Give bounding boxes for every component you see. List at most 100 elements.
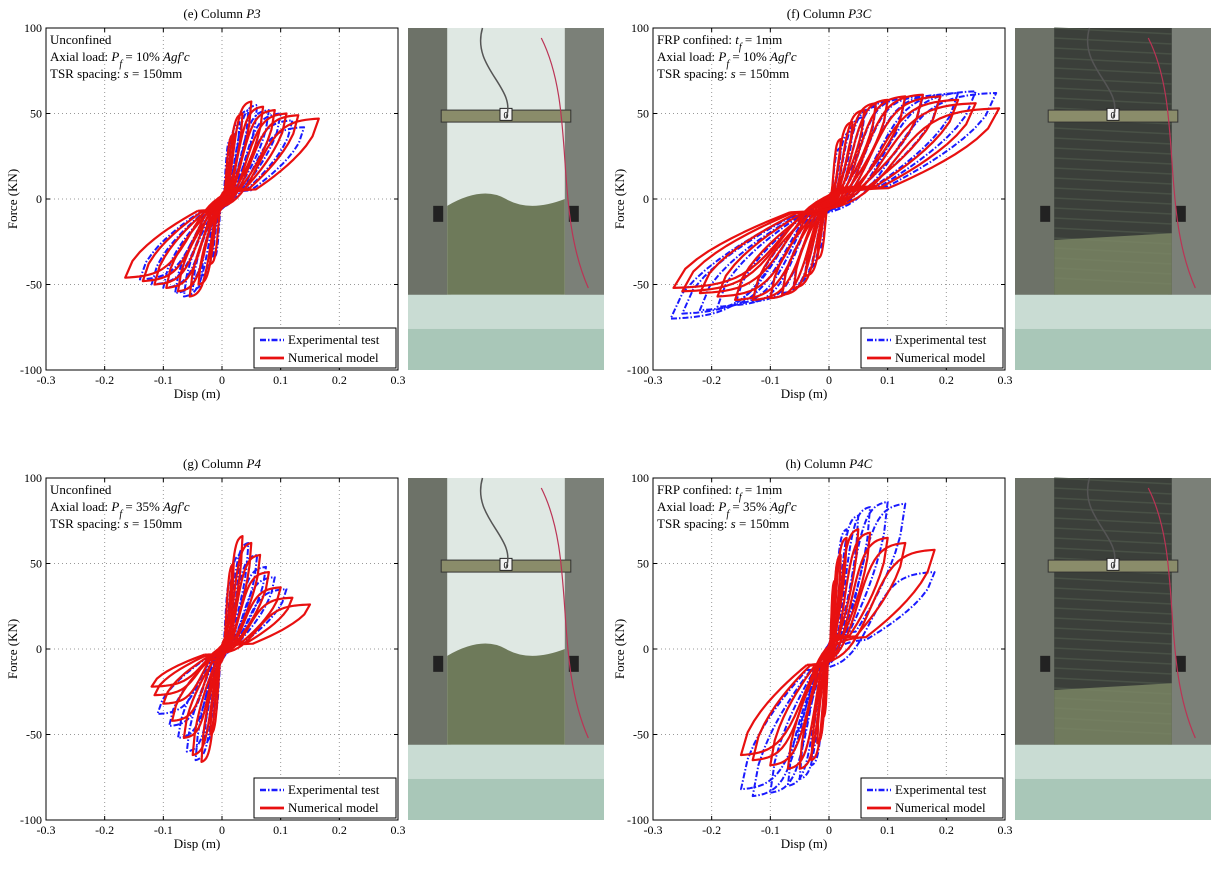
svg-text:0: 0 — [1110, 110, 1115, 120]
y-tick-label: 100 — [631, 471, 649, 485]
experimental-cycle — [740, 571, 936, 791]
experimental-cycle — [786, 506, 872, 787]
x-tick-label: 0.2 — [939, 823, 954, 837]
experimental-cycle — [751, 502, 907, 798]
legend-label-numerical: Numerical model — [288, 800, 379, 815]
legend: Experimental test Numerical model — [860, 327, 1004, 369]
x-tick-label: 0.3 — [391, 823, 406, 837]
svg-text:0: 0 — [1110, 560, 1115, 570]
legend-label-numerical: Numerical model — [895, 800, 986, 815]
y-tick-label: -50 — [633, 278, 649, 292]
x-tick-label: -0.1 — [761, 373, 780, 387]
annotation-line: TSR spacing: s = 150mm — [50, 516, 182, 531]
chart-title: (g) Column P4 — [183, 456, 262, 471]
x-tick-label: 0.1 — [273, 823, 288, 837]
numerical-cycle — [739, 548, 936, 757]
numerical-series — [672, 93, 1001, 301]
x-tick-label: 0.2 — [332, 823, 347, 837]
y-axis-label: Force (KN) — [612, 619, 627, 679]
x-tick-label: 0 — [219, 373, 225, 387]
numerical-cycle — [162, 586, 282, 705]
annotation-line: FRP confined: tf = 1mm — [657, 32, 782, 53]
y-tick-label: -50 — [26, 278, 42, 292]
chart-title: (f) Column P3C — [787, 6, 872, 21]
annotation-line: FRP confined: tf = 1mm — [657, 482, 782, 503]
experimental-cycle — [156, 588, 288, 715]
y-tick-label: 50 — [637, 557, 649, 571]
x-tick-label: -0.2 — [702, 373, 721, 387]
specimen-photo: 0 — [1015, 477, 1211, 820]
y-tick-label: 100 — [24, 471, 42, 485]
x-tick-label: 0.2 — [939, 373, 954, 387]
legend: Experimental test Numerical model — [253, 327, 397, 369]
experimental-cycle — [669, 92, 998, 320]
x-tick-label: 0.1 — [880, 373, 895, 387]
x-tick-label: -0.1 — [761, 823, 780, 837]
numerical-series — [739, 528, 936, 770]
chart-svg: (f) Column P3C -0.3 -0.2 -0.1 0 0.1 0.2 0.3 -100… — [612, 6, 1211, 401]
numerical-cycle — [769, 536, 889, 767]
legend-label-numerical: Numerical model — [288, 350, 379, 365]
legend: Experimental test Numerical model — [860, 777, 1004, 819]
y-tick-label: 100 — [24, 21, 42, 35]
x-axis-label: Disp (m) — [781, 836, 828, 851]
numerical-series — [124, 100, 320, 298]
y-tick-label: -100 — [627, 363, 649, 377]
numerical-cycle — [672, 107, 1001, 289]
chart-title: (h) Column P4C — [786, 456, 873, 471]
numerical-cycle — [182, 553, 262, 739]
chart-panel-p3: (e) Column P3 -0.3 -0.2 -0.1 0 0.1 0.2 0.3 -100 -… — [0, 0, 607, 430]
y-tick-label: 0 — [643, 192, 649, 206]
legend-label-experimental: Experimental test — [288, 782, 380, 797]
x-tick-label: 0.3 — [998, 823, 1013, 837]
annotation-line: TSR spacing: s = 150mm — [50, 66, 182, 81]
x-tick-label: -0.3 — [644, 373, 663, 387]
x-tick-label: 0 — [826, 373, 832, 387]
x-axis-label: Disp (m) — [174, 386, 221, 401]
x-tick-label: 0.1 — [273, 373, 288, 387]
chart-title: (e) Column P3 — [183, 6, 261, 21]
y-tick-label: -50 — [633, 728, 649, 742]
x-axis-label: Disp (m) — [781, 386, 828, 401]
x-tick-label: 0 — [826, 823, 832, 837]
x-tick-label: -0.3 — [37, 823, 56, 837]
y-tick-label: 50 — [637, 107, 649, 121]
numerical-cycle — [150, 603, 312, 688]
legend-label-experimental: Experimental test — [895, 332, 987, 347]
x-tick-label: -0.2 — [95, 823, 114, 837]
legend: Experimental test Numerical model — [253, 777, 397, 819]
chart-panel-p4c: (h) Column P4C -0.3 -0.2 -0.1 0 0.1 0.2 0.3 -100… — [607, 450, 1213, 880]
y-tick-label: -50 — [26, 728, 42, 742]
x-tick-label: 0.3 — [998, 373, 1013, 387]
numerical-cycle — [124, 117, 320, 279]
x-tick-label: -0.3 — [644, 823, 663, 837]
x-tick-label: -0.1 — [154, 373, 173, 387]
y-tick-label: -100 — [627, 813, 649, 827]
x-axis-label: Disp (m) — [174, 836, 221, 851]
annotation-line: Unconfined — [50, 32, 112, 47]
x-tick-label: -0.1 — [154, 823, 173, 837]
legend-label-experimental: Experimental test — [288, 332, 380, 347]
annotation-line: Axial load: Pf = 35% Agf'c — [657, 499, 797, 520]
chart-svg: (g) Column P4 -0.3 -0.2 -0.1 0 0.1 0.2 0.3 -100 -… — [5, 456, 604, 851]
x-tick-label: 0.3 — [391, 373, 406, 387]
x-tick-label: -0.2 — [95, 373, 114, 387]
numerical-cycle — [171, 571, 270, 722]
chart-panel-p4: (g) Column P4 -0.3 -0.2 -0.1 0 0.1 0.2 0.3 -100 -… — [0, 450, 607, 880]
y-tick-label: -100 — [20, 363, 42, 377]
legend-label-numerical: Numerical model — [895, 350, 986, 365]
specimen-photo: 0 — [1015, 27, 1211, 370]
x-tick-label: 0.2 — [332, 373, 347, 387]
legend-label-experimental: Experimental test — [895, 782, 987, 797]
chart-svg: (h) Column P4C -0.3 -0.2 -0.1 0 0.1 0.2 0.3 -100… — [612, 456, 1211, 851]
y-tick-label: 50 — [30, 107, 42, 121]
specimen-photo: 0 — [408, 477, 604, 820]
y-tick-label: 0 — [36, 642, 42, 656]
annotation-line: Axial load: Pf = 35% Agf'c — [50, 499, 190, 520]
annotation: Unconfined Axial load: Pf = 35% Agf'cTSR … — [50, 482, 190, 531]
annotation-line: Unconfined — [50, 482, 112, 497]
chart-panel-p3c: (f) Column P3C -0.3 -0.2 -0.1 0 0.1 0.2 0.3 -100… — [607, 0, 1213, 430]
annotation-line: TSR spacing: s = 150mm — [657, 516, 789, 531]
